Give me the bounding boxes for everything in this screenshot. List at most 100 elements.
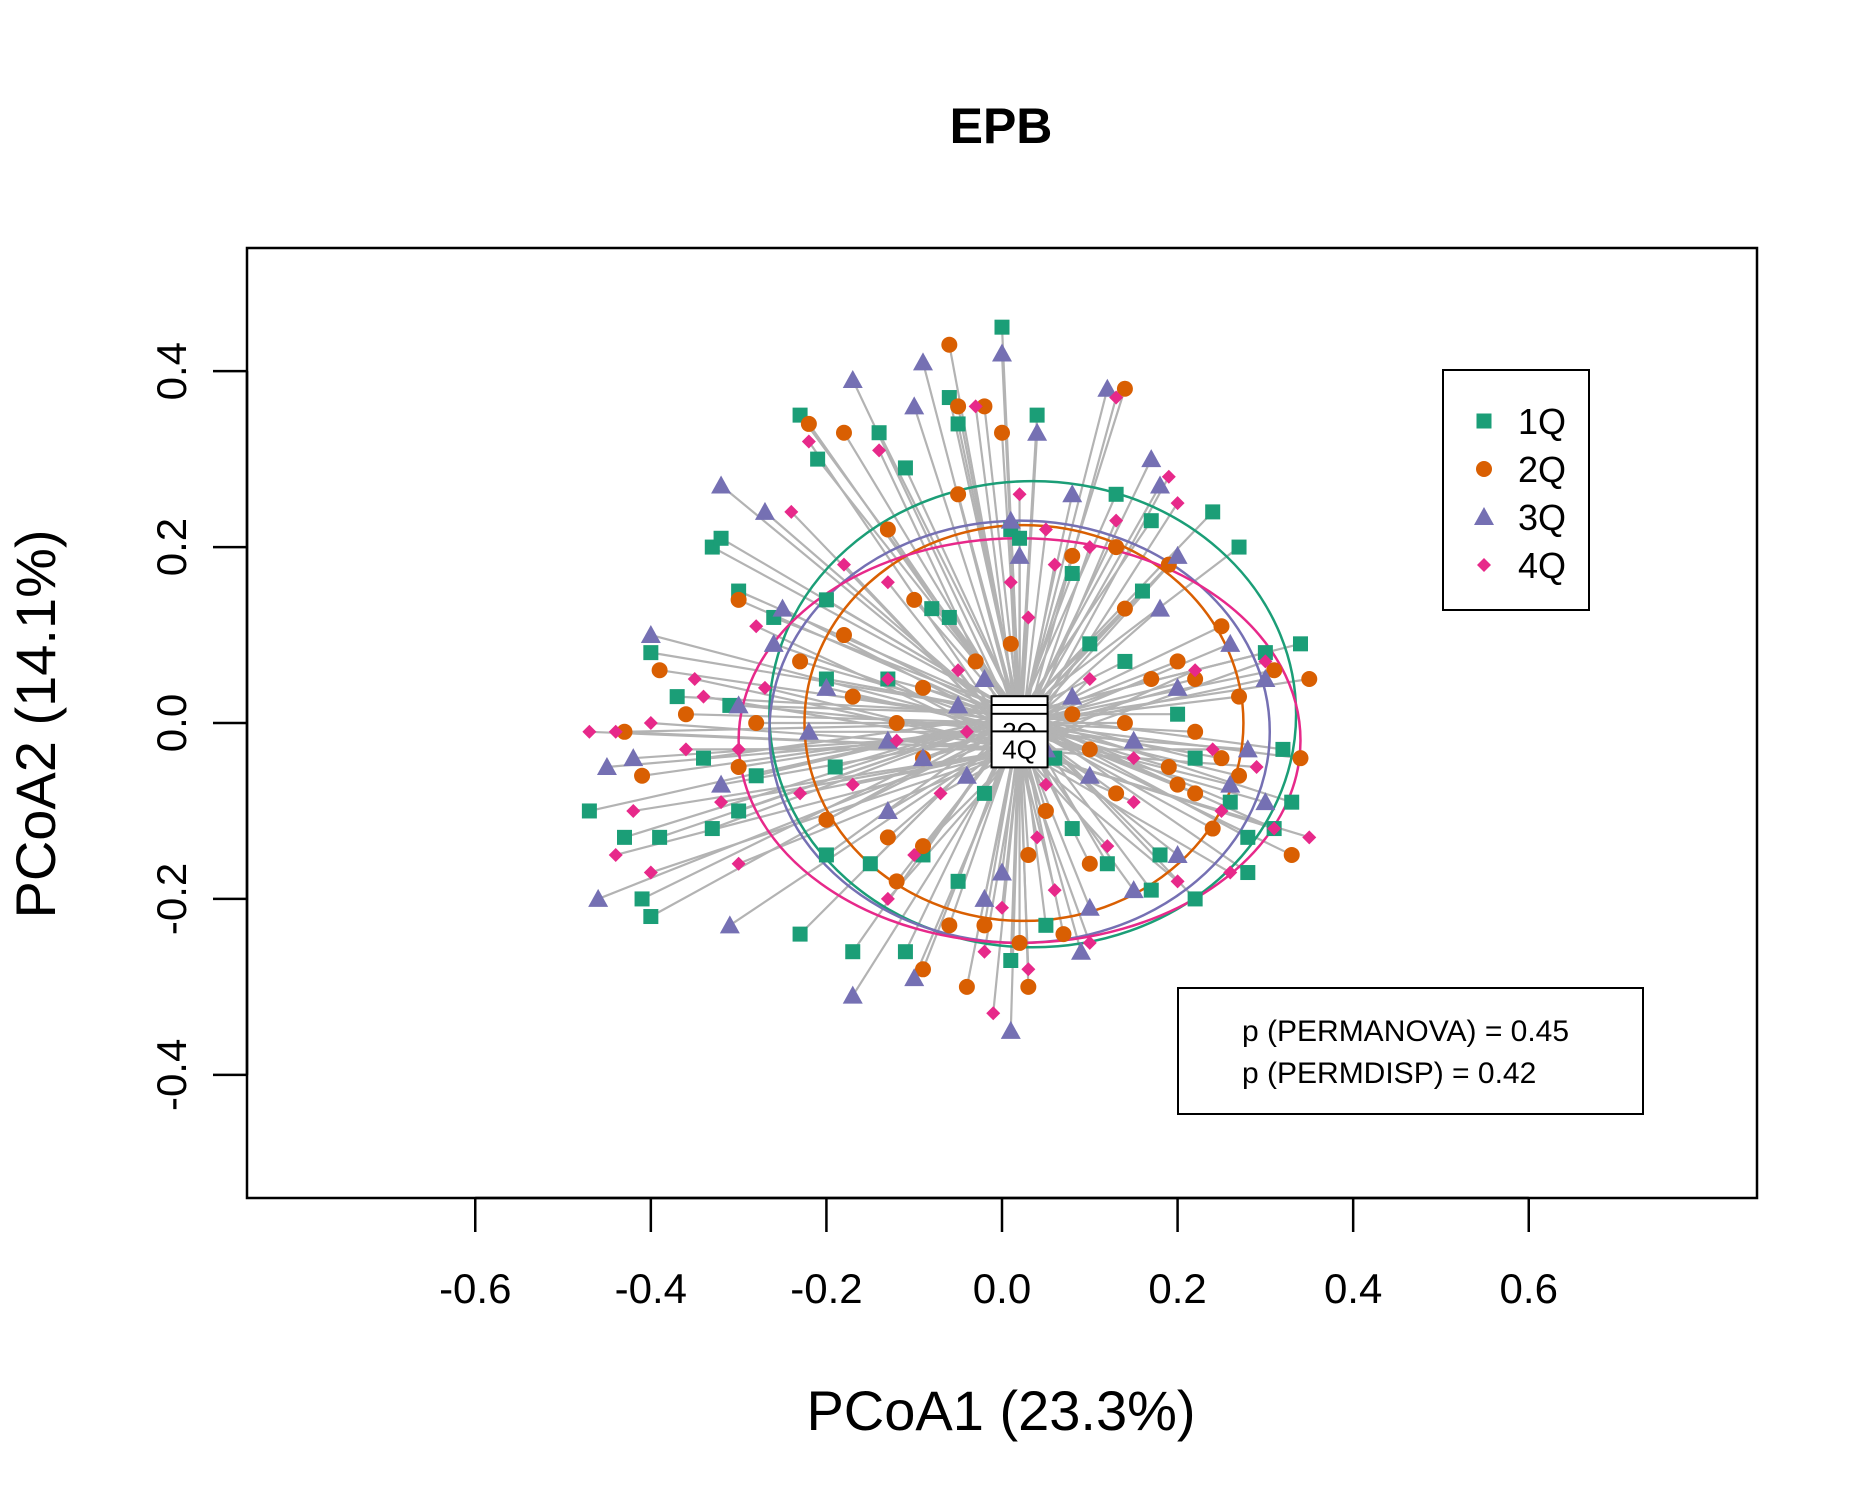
point-4q <box>995 900 1009 915</box>
spider-line-3q <box>913 405 1021 733</box>
legend-marker <box>1477 558 1491 572</box>
point-3q <box>711 774 732 793</box>
point-3q <box>1062 686 1083 705</box>
point-2q <box>941 917 958 934</box>
point-4q <box>784 504 799 519</box>
point-1q <box>941 609 957 625</box>
point-3q <box>1167 545 1188 564</box>
spider-line-4q <box>1018 749 1091 944</box>
legend: 1Q 2Q 3Q 4Q <box>1442 369 1590 611</box>
point-4q <box>1047 883 1062 898</box>
point-1q <box>1117 653 1133 669</box>
point-3q <box>588 888 609 907</box>
point-2q <box>1266 662 1283 679</box>
legend-label: 4Q <box>1518 545 1566 586</box>
spider-line-4q <box>1019 748 1231 874</box>
spider-line-4q <box>615 748 1020 857</box>
legend-item-4q: 4Q <box>1477 545 1566 586</box>
spider-line-4q <box>755 625 1021 751</box>
spider-line-3q <box>782 607 1021 733</box>
y-tick-label: 0.2 <box>148 518 195 576</box>
point-3q <box>1000 510 1021 529</box>
spider-line-3q <box>913 731 1021 979</box>
point-3q <box>992 343 1012 362</box>
point-4q <box>757 680 772 695</box>
point-4q <box>1258 654 1273 669</box>
point-4q <box>1021 962 1036 977</box>
point-2q <box>835 627 852 644</box>
spider-line-4q <box>1018 748 1179 883</box>
point-1q <box>748 768 764 784</box>
point-2q <box>1204 820 1221 837</box>
point-2q <box>914 838 931 855</box>
point-4q <box>1109 513 1124 528</box>
point-4q <box>1161 469 1176 484</box>
point-1q <box>1257 645 1273 661</box>
point-2q <box>1116 600 1133 617</box>
point-3q <box>1150 475 1171 494</box>
x-tick-label: 0.0 <box>973 1265 1031 1312</box>
point-4q <box>986 1006 1001 1021</box>
y-tick-label: -0.4 <box>148 1039 195 1111</box>
point-4q <box>880 575 895 590</box>
point-2q <box>1020 978 1037 995</box>
spider-line-3q <box>1018 432 1039 732</box>
point-3q <box>1220 774 1241 793</box>
spider-line-2q <box>624 721 1020 733</box>
point-3q <box>596 756 617 775</box>
spider-line-4q <box>1019 660 1266 751</box>
y-tick-label: 0.0 <box>148 694 195 752</box>
point-1q <box>643 909 659 925</box>
point-1q <box>1152 847 1168 863</box>
legend-label: 2Q <box>1518 449 1566 490</box>
point-2q <box>888 715 905 731</box>
point-1q <box>1231 539 1247 555</box>
point-1q <box>897 460 913 476</box>
y-tick-label: -0.2 <box>148 863 195 935</box>
point-2q <box>1116 380 1133 397</box>
point-4q <box>1047 557 1062 572</box>
point-3q <box>974 888 995 907</box>
point-4q <box>836 557 851 572</box>
x-tick-label: -0.2 <box>790 1265 862 1312</box>
spider-line-4q <box>1018 749 1056 891</box>
point-2q <box>730 591 747 608</box>
spider-line-1q <box>1018 546 1240 716</box>
point-1q <box>976 785 992 801</box>
point-3q <box>1027 422 1048 441</box>
point-1q <box>810 451 826 467</box>
point-1q <box>862 856 878 872</box>
point-4q <box>1267 821 1282 836</box>
point-4q <box>608 847 623 862</box>
point-3q <box>1009 545 1030 564</box>
point-2q <box>1187 785 1204 802</box>
point-3q <box>1150 598 1171 617</box>
point-3q <box>1123 880 1144 899</box>
point-3q <box>956 765 977 784</box>
point-2q <box>1020 846 1037 863</box>
point-2q <box>950 398 967 415</box>
point-4q <box>880 672 895 687</box>
point-1q <box>950 416 966 432</box>
point-4q <box>687 672 702 687</box>
stats-annotation: p (PERMANOVA) = 0.45 p (PERMDISP) = 0.42 <box>1177 987 1644 1115</box>
centroid-label-4q: 4Q <box>990 730 1049 769</box>
spider-line-1q <box>799 713 1021 935</box>
spider-line-1q <box>729 704 1020 716</box>
point-4q <box>959 724 974 739</box>
point-1q <box>1003 953 1019 968</box>
spider-line-4q <box>974 406 1021 750</box>
point-2q <box>818 811 835 828</box>
legend-marker <box>1476 413 1492 429</box>
spider-line-3q <box>1018 484 1161 733</box>
x-tick-label: 0.4 <box>1324 1265 1382 1312</box>
point-2q <box>634 767 651 784</box>
point-1q <box>731 803 747 819</box>
point-2q <box>1283 846 1300 863</box>
spider-line-3q <box>1019 642 1231 733</box>
point-1q <box>871 425 887 441</box>
x-tick-label: -0.4 <box>615 1265 687 1312</box>
x-tick-label: 0.2 <box>1148 1265 1206 1312</box>
